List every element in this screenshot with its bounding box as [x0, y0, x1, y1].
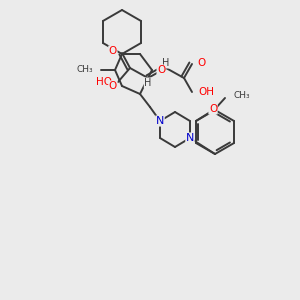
Text: H: H [162, 58, 170, 68]
Text: O: O [109, 81, 117, 91]
Text: CH₃: CH₃ [233, 92, 250, 100]
Text: O: O [209, 104, 217, 114]
Text: O: O [197, 58, 205, 68]
Text: O: O [157, 65, 165, 75]
Text: CH₃: CH₃ [76, 65, 93, 74]
Text: O: O [109, 46, 117, 56]
Text: N: N [186, 133, 194, 143]
Text: HO: HO [96, 77, 112, 87]
Text: H: H [144, 78, 152, 88]
Text: OH: OH [198, 87, 214, 97]
Text: N: N [156, 116, 164, 126]
